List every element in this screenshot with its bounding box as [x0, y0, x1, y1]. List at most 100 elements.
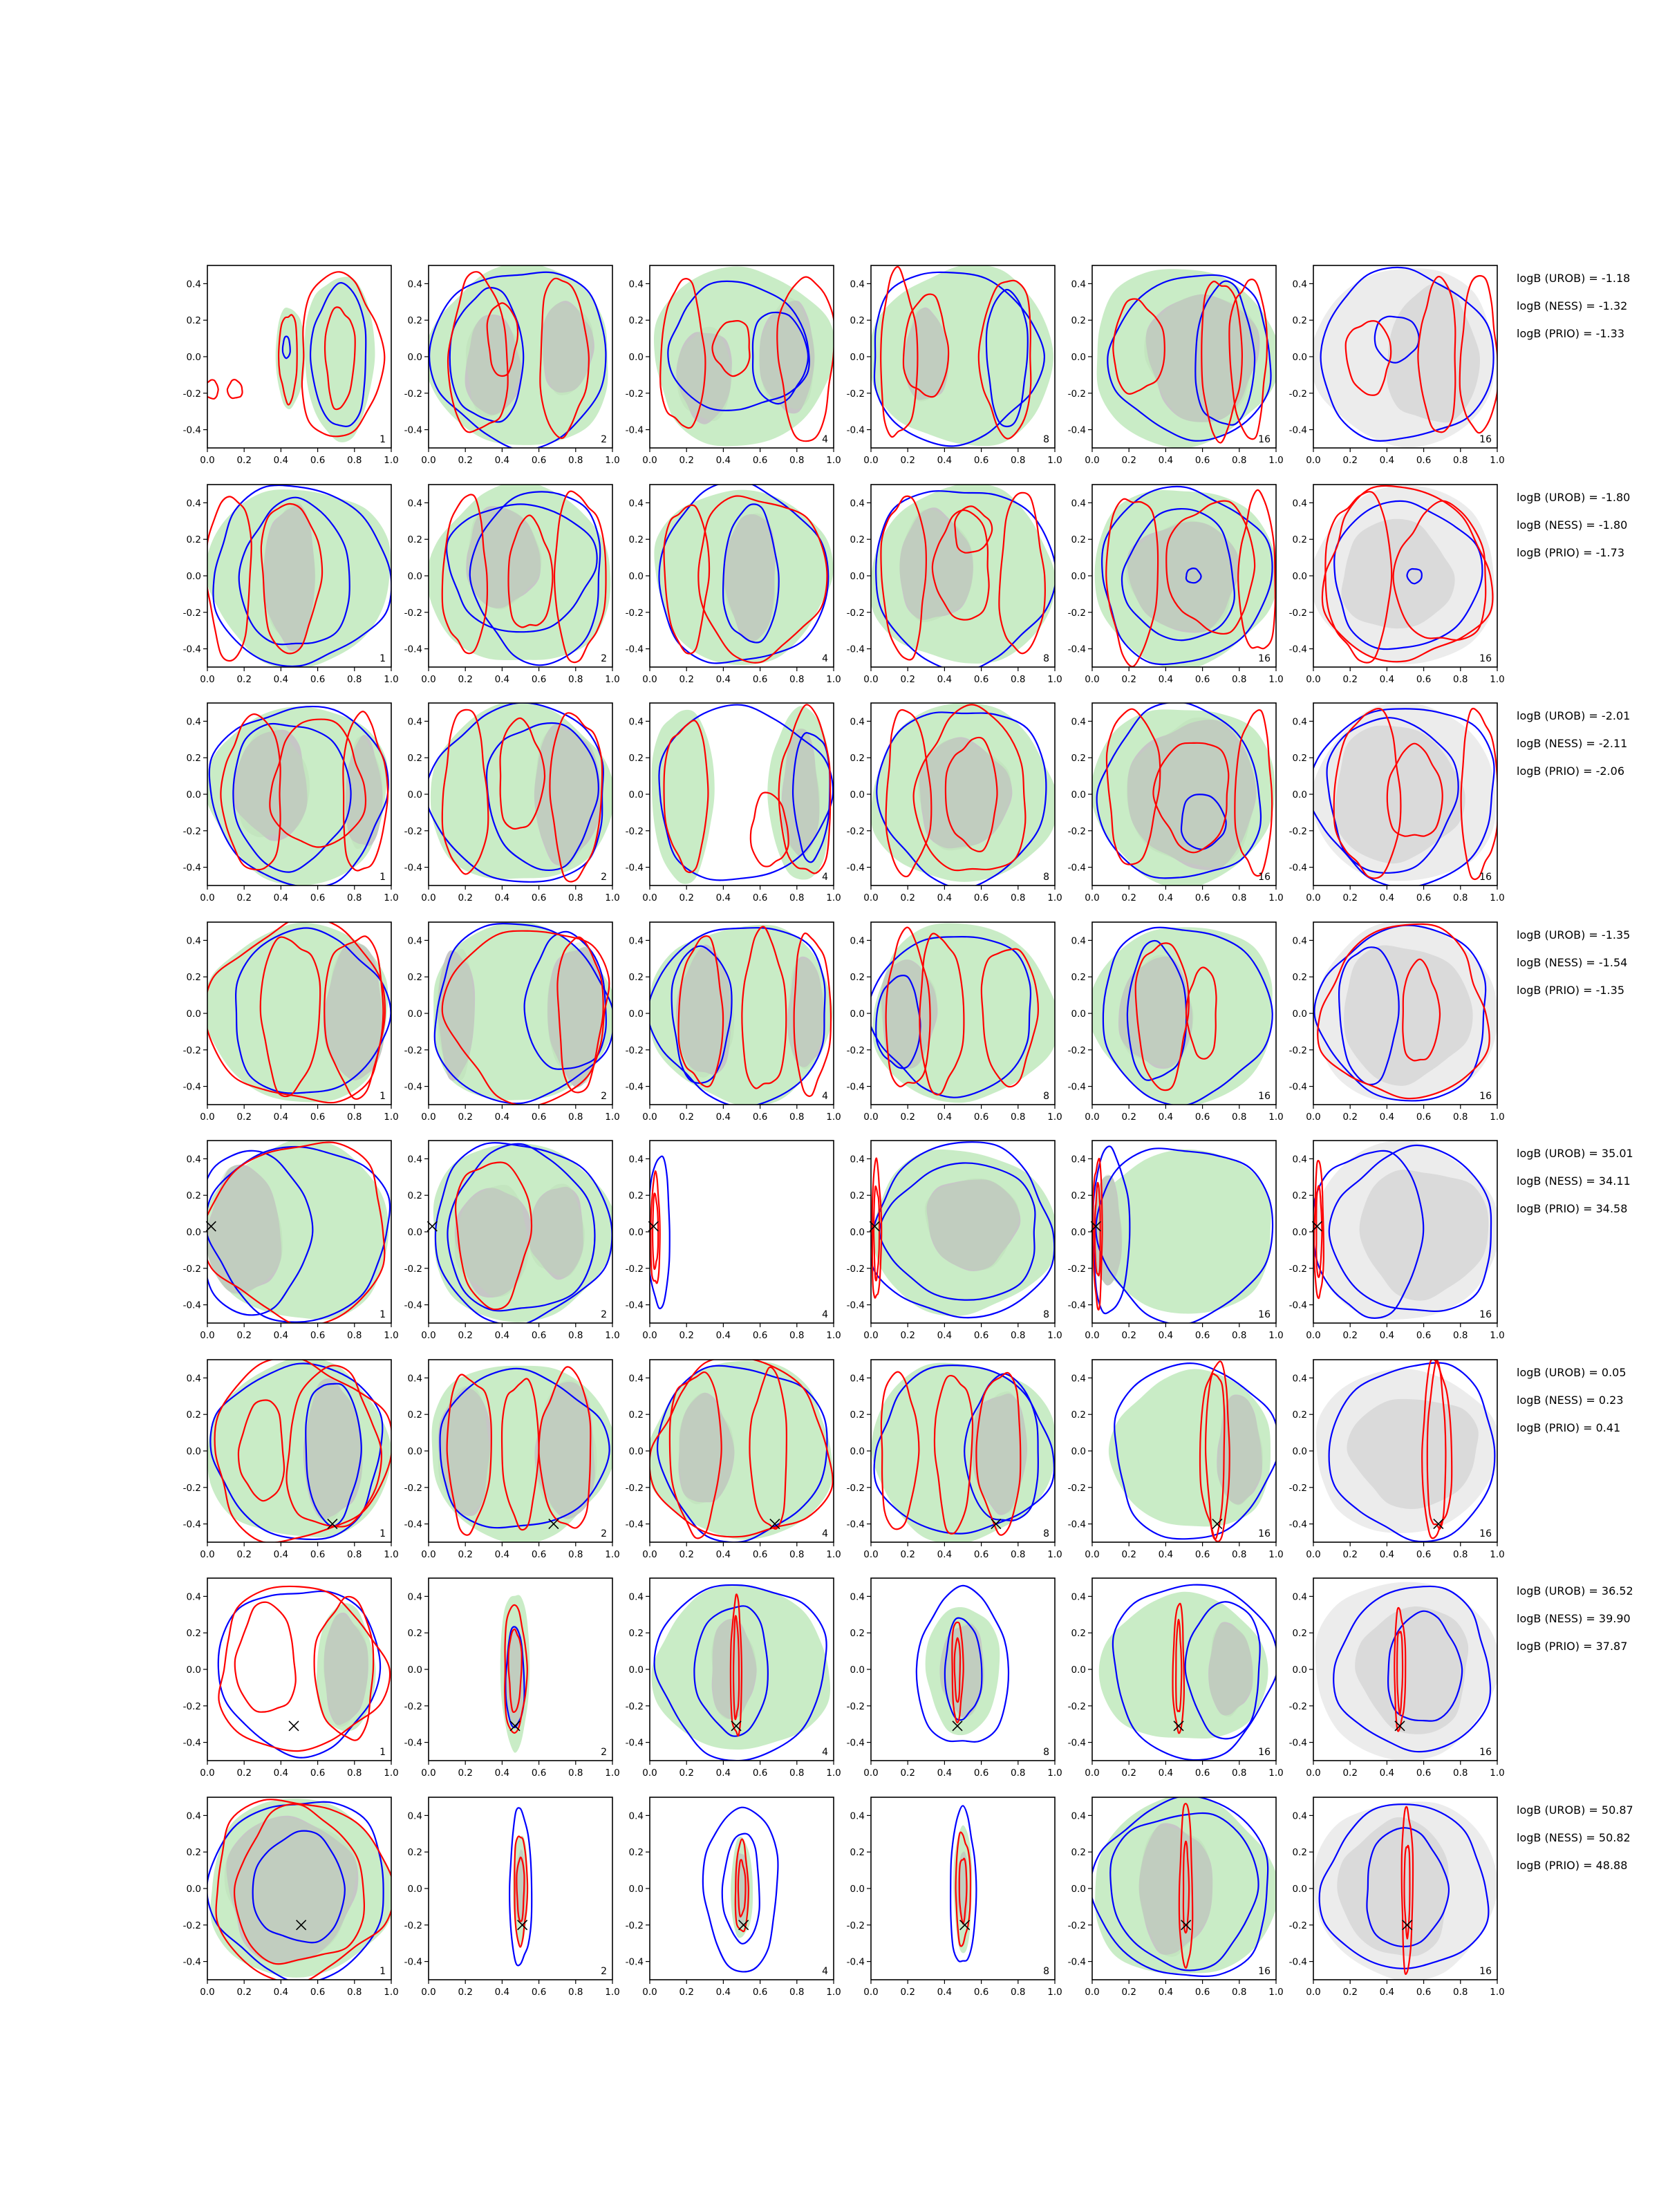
panel-contours — [1315, 1360, 1497, 1542]
y-tick-label: -0.2 — [626, 826, 644, 837]
panel-corner-label: 2 — [601, 434, 607, 445]
x-tick-label: 0.0 — [863, 1112, 878, 1123]
panel-corner-label: 16 — [1479, 653, 1492, 664]
contour-blue — [1121, 507, 1235, 641]
density-fill-overlay — [536, 1380, 597, 1517]
density-fill-gray — [527, 1186, 583, 1280]
y-tick-label: 0.0 — [187, 1884, 201, 1895]
x-tick-label: 0.8 — [1453, 1330, 1468, 1341]
contour-red — [1402, 958, 1441, 1062]
y-tick-label: 0.0 — [1071, 1884, 1086, 1895]
x-tick-label: 0.0 — [421, 1330, 435, 1341]
density-fill-overlay — [438, 1385, 491, 1515]
contour-red — [1313, 1159, 1325, 1300]
y-tick-label: 0.2 — [187, 972, 201, 983]
contour-blue — [791, 732, 831, 863]
x-tick-label: 1.0 — [826, 674, 841, 685]
y-tick-label: -0.4 — [626, 1300, 644, 1311]
x-tick-label: 0.6 — [532, 892, 546, 903]
contour-blue — [875, 490, 1055, 667]
density-fill-overlay — [879, 959, 937, 1069]
panel-r1-c4: 0.0 0.2 0.4 0.6 0.8 1.0 -0.4 -0.2 0.0 0.2 0.4 8 — [847, 265, 1062, 466]
y-tick-label: 0.4 — [1071, 1154, 1086, 1165]
x-tick-label: 0.6 — [1416, 1549, 1431, 1560]
x-tick-label: 0.6 — [1416, 674, 1431, 685]
density-fill-gray — [1118, 956, 1193, 1069]
contour-red — [260, 503, 324, 655]
y-tick-label: 0.0 — [629, 1446, 644, 1457]
x-tick-label: 0.8 — [1011, 674, 1025, 685]
row-note: logB (NESS) = -1.80 — [1517, 518, 1627, 532]
y-tick-label: 0.2 — [187, 315, 201, 326]
contour-red — [514, 1835, 529, 1948]
panel-r6-c1: 0.0 0.2 0.4 0.6 0.8 1.0 -0.4 -0.2 0.0 0.2 0.4 1 — [183, 1359, 399, 1560]
true-value-marker — [1212, 1519, 1223, 1530]
x-tick-label: 0.0 — [1306, 1549, 1320, 1560]
x-tick-label: 0.0 — [1306, 1987, 1320, 1998]
y-tick-label: -0.2 — [626, 1701, 644, 1712]
x-tick-label: 1.0 — [1268, 1112, 1283, 1123]
contour-red — [549, 712, 603, 883]
contour-red — [324, 935, 384, 1100]
x-tick-label: 0.2 — [236, 674, 251, 685]
y-tick-label: 0.0 — [850, 1884, 865, 1895]
x-tick-label: 0.4 — [495, 674, 509, 685]
contour-blue — [1374, 315, 1420, 364]
contour-blue — [1126, 939, 1188, 1081]
true-value-marker — [296, 1920, 307, 1931]
y-tick-label: 0.4 — [629, 1373, 644, 1384]
y-tick-label: -0.2 — [1068, 826, 1086, 837]
y-tick-label: -0.4 — [183, 1738, 201, 1749]
y-tick-label: -0.4 — [847, 425, 865, 436]
x-tick-label: 1.0 — [384, 1330, 398, 1341]
contour-red — [504, 1604, 528, 1734]
x-tick-label: 0.4 — [1380, 1112, 1394, 1123]
x-tick-label: 0.2 — [679, 455, 693, 466]
panel-r7-c5: 0.0 0.2 0.4 0.6 0.8 1.0 -0.4 -0.2 0.0 0.2 0.4 16 — [1068, 1577, 1284, 1779]
x-tick-label: 0.2 — [900, 1549, 915, 1560]
density-fill-overlay — [1138, 1825, 1212, 1957]
panel-r6-c2: 0.0 0.2 0.4 0.6 0.8 1.0 -0.4 -0.2 0.0 0.2 0.4 2 — [404, 1359, 620, 1560]
y-tick-label: -0.4 — [404, 425, 422, 436]
y-tick-label: -0.4 — [404, 1957, 422, 1968]
row-note: logB (PRIO) = -2.06 — [1517, 765, 1624, 778]
panel-corner-label: 4 — [822, 1966, 828, 1977]
y-tick-label: 0.2 — [408, 1628, 422, 1639]
y-tick-label: 0.0 — [1071, 1446, 1086, 1457]
contour-red — [668, 1371, 722, 1539]
panel-r5-c3: 0.0 0.2 0.4 0.6 0.8 1.0 -0.4 -0.2 0.0 0.2 0.4 4 — [626, 1140, 841, 1341]
y-tick-label: -0.4 — [1289, 863, 1307, 874]
x-tick-label: 0.8 — [347, 455, 362, 466]
density-fill-overlay — [788, 959, 827, 1069]
y-tick-label: 0.0 — [1293, 1884, 1307, 1895]
y-tick-label: -0.4 — [1068, 1300, 1086, 1311]
contour-red — [778, 704, 832, 874]
y-tick-label: 0.0 — [629, 1227, 644, 1238]
contour-blue — [1112, 1584, 1276, 1761]
density-fill-gray — [1138, 1823, 1213, 1955]
x-tick-label: 0.8 — [1232, 1330, 1246, 1341]
panel-contours — [651, 704, 834, 884]
true-value-marker — [648, 1221, 659, 1232]
x-tick-label: 0.0 — [1306, 1112, 1320, 1123]
x-tick-label: 1.0 — [1268, 1330, 1283, 1341]
x-tick-label: 0.8 — [568, 1768, 583, 1779]
x-tick-label: 1.0 — [1047, 1768, 1062, 1779]
contour-blue — [751, 311, 809, 405]
contour-blue — [873, 271, 1046, 447]
y-tick-label: -0.4 — [404, 644, 422, 655]
panel-r2-c1: 0.0 0.2 0.4 0.6 0.8 1.0 -0.4 -0.2 0.0 0.2 0.4 1 — [183, 484, 399, 685]
y-tick-label: -0.2 — [183, 1264, 201, 1275]
y-tick-label: 0.0 — [187, 352, 201, 363]
x-tick-label: 1.0 — [1490, 1112, 1504, 1123]
x-tick-label: 0.4 — [937, 892, 952, 903]
x-tick-label: 0.2 — [458, 892, 472, 903]
y-tick-label: 0.2 — [187, 1190, 201, 1201]
panel-contours — [1313, 266, 1497, 448]
y-tick-label: 0.4 — [187, 716, 201, 727]
x-tick-label: 0.2 — [1121, 1549, 1136, 1560]
density-fill-gray — [926, 1179, 1021, 1271]
y-tick-label: -0.4 — [1068, 1519, 1086, 1530]
contour-red — [1152, 742, 1230, 854]
contour-blue — [212, 485, 391, 667]
